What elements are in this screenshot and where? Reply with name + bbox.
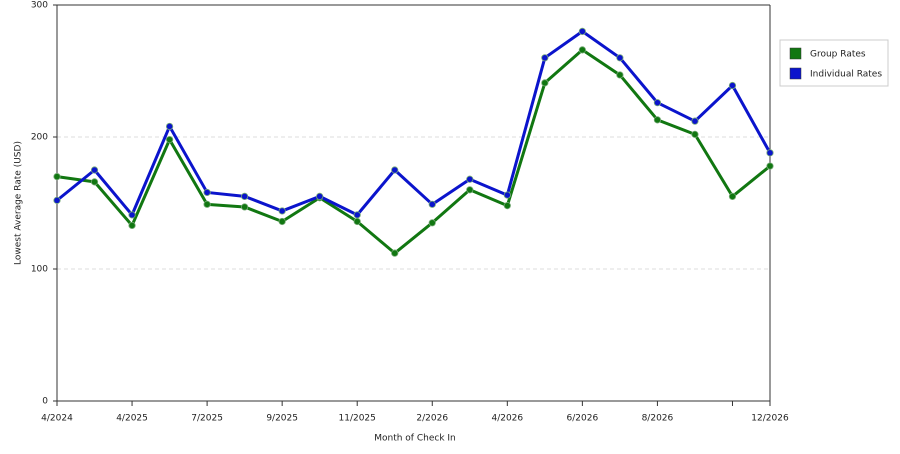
data-point — [728, 192, 737, 200]
data-point — [53, 196, 61, 204]
y-tick-label: 0 — [42, 397, 48, 407]
data-point — [466, 175, 474, 183]
legend-swatch — [789, 67, 802, 80]
y-tick-label: 300 — [31, 1, 48, 11]
data-point — [766, 149, 774, 157]
data-point — [466, 186, 474, 194]
y-tick-label: 100 — [31, 265, 48, 275]
x-tick-label: 2/2026 — [416, 414, 448, 424]
x-tick-label: 12/2026 — [751, 414, 789, 424]
data-point — [128, 211, 136, 219]
data-point — [578, 27, 586, 35]
data-point — [616, 71, 624, 79]
data-point — [278, 217, 286, 226]
data-point — [241, 203, 249, 211]
data-point — [165, 122, 174, 131]
data-point — [503, 202, 511, 210]
x-tick-label: 11/2025 — [339, 414, 376, 424]
data-point — [391, 166, 399, 174]
x-tick-label: 6/2026 — [567, 414, 599, 424]
data-point — [203, 200, 211, 208]
data-point — [578, 46, 586, 54]
x-tick-label: 4/2026 — [491, 414, 523, 424]
data-point — [90, 166, 99, 174]
data-point — [503, 191, 511, 199]
x-tick-label: 9/2025 — [266, 414, 298, 424]
data-point — [691, 130, 699, 138]
data-point — [541, 54, 549, 62]
y-axis-title: Lowest Average Rate (USD) — [14, 141, 24, 265]
data-point — [653, 99, 662, 107]
data-point — [278, 207, 286, 215]
data-point — [428, 200, 436, 208]
series-line — [56, 29, 772, 217]
data-point — [541, 79, 549, 87]
x-tick-label: 4/2024 — [41, 414, 73, 424]
x-axis-title: Month of Check In — [374, 434, 456, 444]
series-line — [56, 48, 771, 255]
data-point — [691, 117, 699, 125]
data-point — [241, 192, 249, 200]
data-point — [766, 162, 774, 170]
legend-label: Individual Rates — [810, 70, 882, 80]
data-point — [316, 192, 324, 200]
data-point — [653, 116, 662, 124]
data-point — [128, 221, 136, 230]
legend-swatch — [789, 47, 802, 60]
data-point — [53, 173, 61, 181]
x-tick-label: 4/2025 — [116, 414, 148, 424]
data-point — [165, 136, 174, 144]
data-point — [353, 211, 361, 219]
x-tick-label: 8/2026 — [642, 414, 674, 424]
data-point — [353, 217, 361, 226]
data-point — [616, 54, 624, 62]
data-point — [90, 178, 99, 186]
data-point — [391, 249, 399, 257]
legend-label: Group Rates — [810, 50, 866, 60]
y-tick-label: 200 — [31, 133, 48, 143]
data-point — [428, 219, 436, 227]
x-tick-label: 7/2025 — [191, 414, 223, 424]
data-point — [728, 81, 737, 90]
data-point — [203, 188, 211, 197]
